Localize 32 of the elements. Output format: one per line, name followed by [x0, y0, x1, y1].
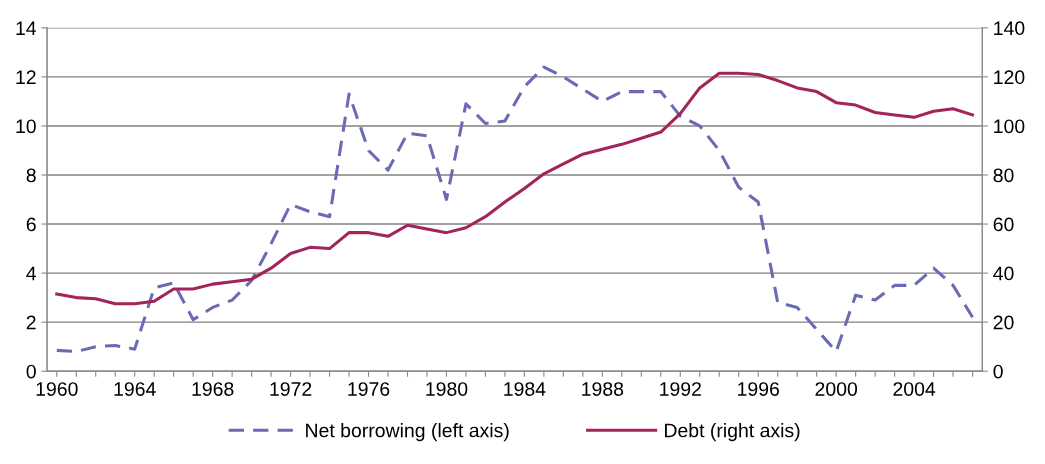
x-tick-label: 1980 — [426, 382, 468, 396]
y2-tick-label: 120 — [994, 70, 1025, 85]
y2-tick-label: 40 — [993, 266, 1014, 281]
x-tick-label: 2004 — [893, 382, 936, 396]
x-tick-label: 2000 — [815, 382, 858, 396]
legend-label: Debt (right axis) — [665, 423, 800, 442]
y2-tick-label: 140 — [994, 21, 1025, 36]
y2-tick-label: 0 — [993, 364, 1003, 379]
x-tick-label: 1976 — [348, 382, 390, 396]
y2-tick-label: 80 — [993, 168, 1014, 183]
x-tick-label: 1964 — [114, 382, 156, 396]
x-tick-label: 1992 — [660, 382, 701, 396]
x-tick-label: 1972 — [270, 382, 312, 396]
legend-label: Net borrowing (left axis) — [306, 423, 509, 442]
line-series — [55, 71, 975, 306]
y-tick-label: 8 — [26, 168, 36, 183]
y2-tick-label: 100 — [994, 119, 1025, 134]
x-tick-label: 1968 — [192, 382, 234, 396]
y2-tick-label: 20 — [993, 315, 1014, 330]
x-tick-label: 1996 — [738, 382, 779, 396]
y2-tick-label: 60 — [993, 217, 1014, 232]
line-series — [55, 65, 975, 354]
y-tick-label: 4 — [26, 266, 37, 281]
y-tick-label: 0 — [26, 364, 36, 379]
y-tick-label: 6 — [26, 217, 36, 232]
y-tick-label: 2 — [26, 315, 36, 330]
y-tick-label: 12 — [16, 70, 36, 84]
x-tick-label: 1960 — [36, 382, 78, 396]
x-tick-label: 1988 — [582, 382, 624, 396]
x-tick-label: 1984 — [504, 382, 546, 396]
y-tick-label: 10 — [16, 119, 36, 134]
y-tick-label: 14 — [16, 21, 37, 35]
